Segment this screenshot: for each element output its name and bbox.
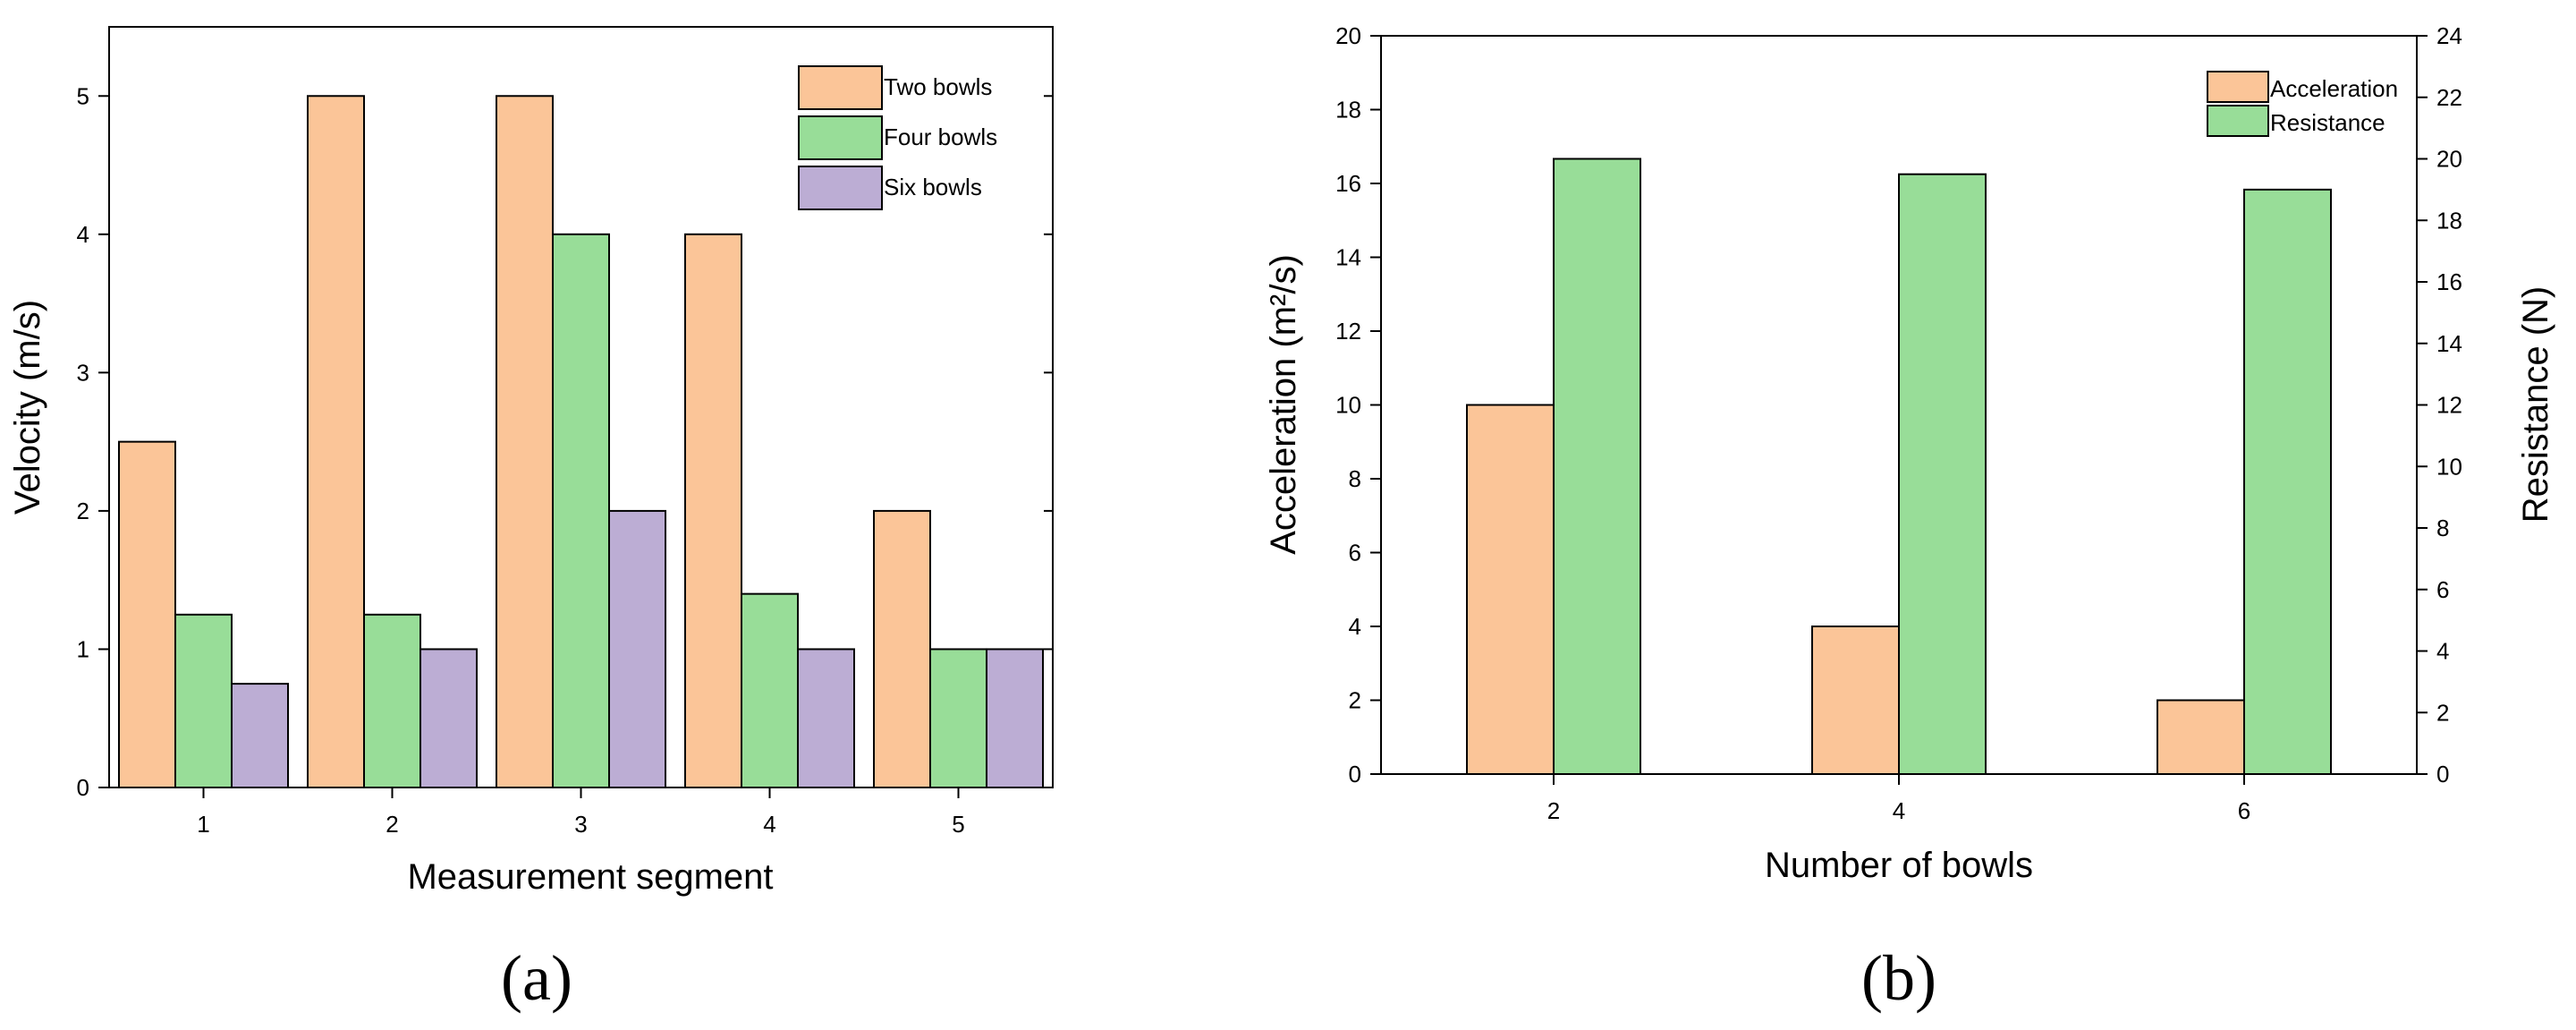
right-y-tick-label: 16 bbox=[2436, 268, 2462, 295]
chart-b-bars bbox=[1466, 157, 2332, 775]
right-y-tick-label: 22 bbox=[2436, 84, 2462, 111]
left-y-tick-label: 12 bbox=[1335, 318, 1361, 345]
legend-swatch-two-bowls bbox=[798, 65, 883, 110]
bar-six-bowls-segment-3 bbox=[608, 509, 666, 789]
chart-b-right-y-axis-title: Resistance (N) bbox=[2516, 286, 2555, 524]
chart-a-x-axis-title: Measurement segment bbox=[407, 857, 773, 897]
chart-a-y-axis-title: Velocity (m/s) bbox=[8, 300, 47, 515]
left-y-tick-label: 14 bbox=[1335, 244, 1361, 271]
right-y-tick-label: 18 bbox=[2436, 207, 2462, 234]
x-tick-label: 4 bbox=[763, 811, 775, 838]
chart-b-y-axis-title: Acceleration (m²/s) bbox=[1264, 254, 1303, 555]
bar-four-bowls-segment-4 bbox=[741, 592, 799, 788]
left-y-tick-label: 10 bbox=[1335, 392, 1361, 419]
bar-resistance-bowls-4 bbox=[1898, 173, 1987, 775]
legend-label-two-bowls: Two bowls bbox=[884, 73, 992, 100]
left-y-tick-label: 20 bbox=[1335, 22, 1361, 49]
bar-four-bowls-segment-5 bbox=[929, 648, 987, 788]
left-y-tick-label: 0 bbox=[1349, 761, 1361, 787]
legend-swatch-six-bowls bbox=[798, 166, 883, 210]
legend-label-resistance: Resistance bbox=[2270, 109, 2385, 136]
chart-b-left-y-axis: 0 2 4 6 8 10 12 14 16 18 20 bbox=[1335, 22, 1381, 787]
bar-six-bowls-segment-1 bbox=[231, 683, 289, 788]
bar-resistance-bowls-6 bbox=[2243, 188, 2332, 775]
bar-acceleration-bowls-6 bbox=[2157, 699, 2245, 775]
chart-a-bars bbox=[118, 95, 1044, 789]
x-tick-label: 5 bbox=[952, 811, 964, 838]
bar-resistance-bowls-2 bbox=[1553, 157, 1641, 775]
right-y-tick-label: 6 bbox=[2436, 576, 2449, 603]
x-tick-label: 2 bbox=[1547, 797, 1560, 824]
bar-six-bowls-segment-4 bbox=[797, 648, 855, 788]
bar-four-bowls-segment-3 bbox=[552, 233, 610, 788]
left-y-tick-label: 8 bbox=[1349, 465, 1361, 492]
left-y-tick-label: 18 bbox=[1335, 97, 1361, 123]
y-tick-label: 5 bbox=[77, 82, 89, 109]
left-y-tick-label: 4 bbox=[1349, 613, 1361, 640]
legend-swatch-four-bowls bbox=[798, 115, 883, 160]
bar-six-bowls-segment-5 bbox=[986, 648, 1044, 788]
right-y-tick-label: 8 bbox=[2436, 515, 2449, 541]
x-tick-label: 3 bbox=[574, 811, 587, 838]
legend-swatch-acceleration bbox=[2207, 71, 2269, 103]
x-tick-label: 1 bbox=[197, 811, 209, 838]
bar-two-bowls-segment-1 bbox=[118, 440, 176, 788]
panel-label-a: (a) bbox=[501, 942, 572, 1014]
right-y-tick-label: 24 bbox=[2436, 22, 2462, 49]
left-y-tick-label: 2 bbox=[1349, 687, 1361, 714]
right-y-tick-label: 2 bbox=[2436, 699, 2449, 726]
bar-acceleration-bowls-4 bbox=[1811, 626, 1900, 775]
y-tick-label: 2 bbox=[77, 498, 89, 524]
chart-b-legend: Acceleration Resistance bbox=[2207, 71, 2398, 137]
bar-acceleration-bowls-2 bbox=[1466, 404, 1555, 775]
legend-label-six-bowls: Six bowls bbox=[884, 174, 982, 200]
x-tick-label: 4 bbox=[1893, 797, 1905, 824]
chart-a-y-axis: 0 1 2 3 4 5 bbox=[77, 82, 1053, 801]
legend-label-four-bowls: Four bowls bbox=[884, 123, 997, 150]
right-y-tick-label: 0 bbox=[2436, 761, 2449, 787]
chart-b-x-axis: 2 4 6 bbox=[1547, 774, 2250, 824]
panel-label-b: (b) bbox=[1861, 942, 1936, 1014]
chart-a-legend: Two bowls Four bowls Six bowls bbox=[798, 65, 997, 210]
x-tick-label: 2 bbox=[386, 811, 398, 838]
right-y-tick-label: 4 bbox=[2436, 638, 2449, 665]
bar-two-bowls-segment-3 bbox=[496, 95, 554, 789]
legend-label-acceleration: Acceleration bbox=[2270, 75, 2398, 102]
chart-a-x-axis: 1 2 3 4 5 bbox=[197, 787, 965, 838]
bar-two-bowls-segment-2 bbox=[307, 95, 365, 789]
right-y-tick-label: 20 bbox=[2436, 146, 2462, 173]
bar-four-bowls-segment-1 bbox=[174, 613, 233, 788]
chart-b-x-axis-title: Number of bowls bbox=[1765, 846, 2033, 885]
right-y-tick-label: 10 bbox=[2436, 453, 2462, 480]
x-tick-label: 6 bbox=[2238, 797, 2250, 824]
bar-two-bowls-segment-5 bbox=[873, 509, 931, 789]
legend-swatch-resistance bbox=[2207, 105, 2269, 137]
right-y-tick-label: 12 bbox=[2436, 392, 2462, 419]
left-y-tick-label: 16 bbox=[1335, 170, 1361, 197]
y-tick-label: 3 bbox=[77, 359, 89, 386]
y-tick-label: 0 bbox=[77, 774, 89, 801]
right-y-tick-label: 14 bbox=[2436, 330, 2462, 357]
chart-a: 0 1 2 3 4 5 1 2 3 4 5 Velocity (m/s) Measurement … bbox=[8, 26, 1054, 1014]
bar-four-bowls-segment-2 bbox=[363, 613, 421, 788]
left-y-tick-label: 6 bbox=[1349, 540, 1361, 566]
y-tick-label: 1 bbox=[77, 635, 89, 662]
bar-two-bowls-segment-4 bbox=[684, 233, 742, 788]
y-tick-label: 4 bbox=[77, 221, 89, 248]
bar-six-bowls-segment-2 bbox=[419, 648, 478, 788]
